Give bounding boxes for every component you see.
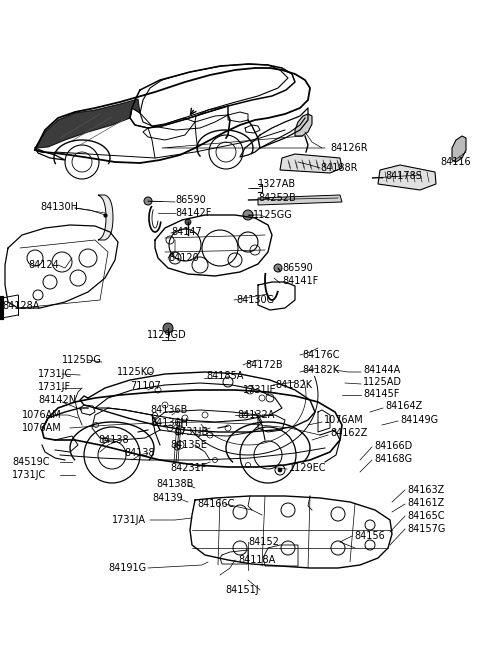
Polygon shape bbox=[98, 195, 113, 240]
Text: 1129EC: 1129EC bbox=[289, 463, 326, 473]
Circle shape bbox=[278, 468, 282, 472]
Text: 84138B: 84138B bbox=[156, 479, 193, 489]
Text: 84156: 84156 bbox=[354, 531, 385, 541]
Text: 1731JA: 1731JA bbox=[112, 515, 146, 525]
Text: 71107: 71107 bbox=[130, 381, 161, 391]
Text: 1731JB: 1731JB bbox=[175, 427, 209, 437]
Text: 1125DG: 1125DG bbox=[62, 355, 102, 365]
Text: 1129GD: 1129GD bbox=[147, 330, 187, 340]
Text: 1125GG: 1125GG bbox=[253, 210, 293, 220]
Text: 84161Z: 84161Z bbox=[407, 498, 444, 508]
Circle shape bbox=[274, 264, 282, 272]
Text: 84141F: 84141F bbox=[282, 276, 318, 286]
Text: 84188R: 84188R bbox=[320, 163, 358, 173]
Circle shape bbox=[163, 323, 173, 333]
Polygon shape bbox=[452, 136, 466, 162]
Text: 84151J: 84151J bbox=[225, 585, 259, 595]
Text: 84178S: 84178S bbox=[385, 171, 422, 181]
Text: 84147: 84147 bbox=[171, 227, 202, 237]
Text: 84165C: 84165C bbox=[407, 511, 444, 521]
Text: 84130H: 84130H bbox=[40, 202, 78, 212]
Text: 1076AM: 1076AM bbox=[22, 410, 62, 420]
Text: 84118A: 84118A bbox=[238, 555, 275, 565]
Text: 1125KO: 1125KO bbox=[117, 367, 155, 377]
Circle shape bbox=[243, 210, 253, 220]
Text: 1076AM: 1076AM bbox=[324, 415, 364, 425]
Text: 84519C: 84519C bbox=[12, 457, 49, 467]
Text: 84166C: 84166C bbox=[197, 499, 234, 509]
Text: 1076AM: 1076AM bbox=[22, 423, 62, 433]
Text: 1731JE: 1731JE bbox=[243, 385, 276, 395]
Text: 84138: 84138 bbox=[98, 435, 129, 445]
Text: 84120: 84120 bbox=[168, 253, 199, 263]
Text: 86590: 86590 bbox=[282, 263, 313, 273]
Text: 84126R: 84126R bbox=[330, 143, 368, 153]
Text: 84116: 84116 bbox=[440, 157, 470, 167]
Text: 84135E: 84135E bbox=[170, 440, 207, 450]
Circle shape bbox=[185, 219, 191, 225]
Polygon shape bbox=[280, 154, 342, 173]
Circle shape bbox=[144, 197, 152, 205]
Text: 84149G: 84149G bbox=[400, 415, 438, 425]
Text: 84164Z: 84164Z bbox=[385, 401, 422, 411]
Text: 84124: 84124 bbox=[28, 260, 59, 270]
Text: 84163Z: 84163Z bbox=[407, 485, 444, 495]
Text: 84152: 84152 bbox=[248, 537, 279, 547]
Text: 84136H: 84136H bbox=[150, 418, 188, 428]
Text: 84172B: 84172B bbox=[245, 360, 283, 370]
Text: 84138: 84138 bbox=[124, 448, 155, 458]
Text: 84231F: 84231F bbox=[170, 463, 206, 473]
Text: 84182K: 84182K bbox=[302, 365, 339, 375]
Text: 1327AB: 1327AB bbox=[258, 179, 296, 189]
Text: 1125AD: 1125AD bbox=[363, 377, 402, 387]
Text: 1731JF: 1731JF bbox=[38, 382, 71, 392]
Polygon shape bbox=[295, 114, 312, 136]
Text: 84144A: 84144A bbox=[363, 365, 400, 375]
Text: 84136B: 84136B bbox=[150, 405, 187, 415]
Text: 84176C: 84176C bbox=[302, 350, 339, 360]
Text: 84142F: 84142F bbox=[175, 208, 211, 218]
Text: 84185A: 84185A bbox=[206, 371, 243, 381]
Text: 84191G: 84191G bbox=[108, 563, 146, 573]
Text: 84168G: 84168G bbox=[374, 454, 412, 464]
Text: 84166D: 84166D bbox=[374, 441, 412, 451]
Text: 84142N: 84142N bbox=[38, 395, 76, 405]
Text: 84182K: 84182K bbox=[275, 380, 312, 390]
Text: 1731JC: 1731JC bbox=[12, 470, 46, 480]
Text: 84252B: 84252B bbox=[258, 193, 296, 203]
Text: 86590: 86590 bbox=[175, 195, 206, 205]
Text: 84130G: 84130G bbox=[236, 295, 274, 305]
Text: 1731JC: 1731JC bbox=[38, 369, 72, 379]
Text: 84139: 84139 bbox=[152, 493, 182, 503]
Polygon shape bbox=[258, 195, 342, 205]
Text: 84162Z: 84162Z bbox=[330, 428, 367, 438]
Polygon shape bbox=[35, 99, 140, 148]
Text: 84132A: 84132A bbox=[237, 410, 275, 420]
Polygon shape bbox=[378, 165, 436, 190]
Text: 84157G: 84157G bbox=[407, 524, 445, 534]
Text: 84128A: 84128A bbox=[2, 301, 39, 311]
Text: 84145F: 84145F bbox=[363, 389, 399, 399]
